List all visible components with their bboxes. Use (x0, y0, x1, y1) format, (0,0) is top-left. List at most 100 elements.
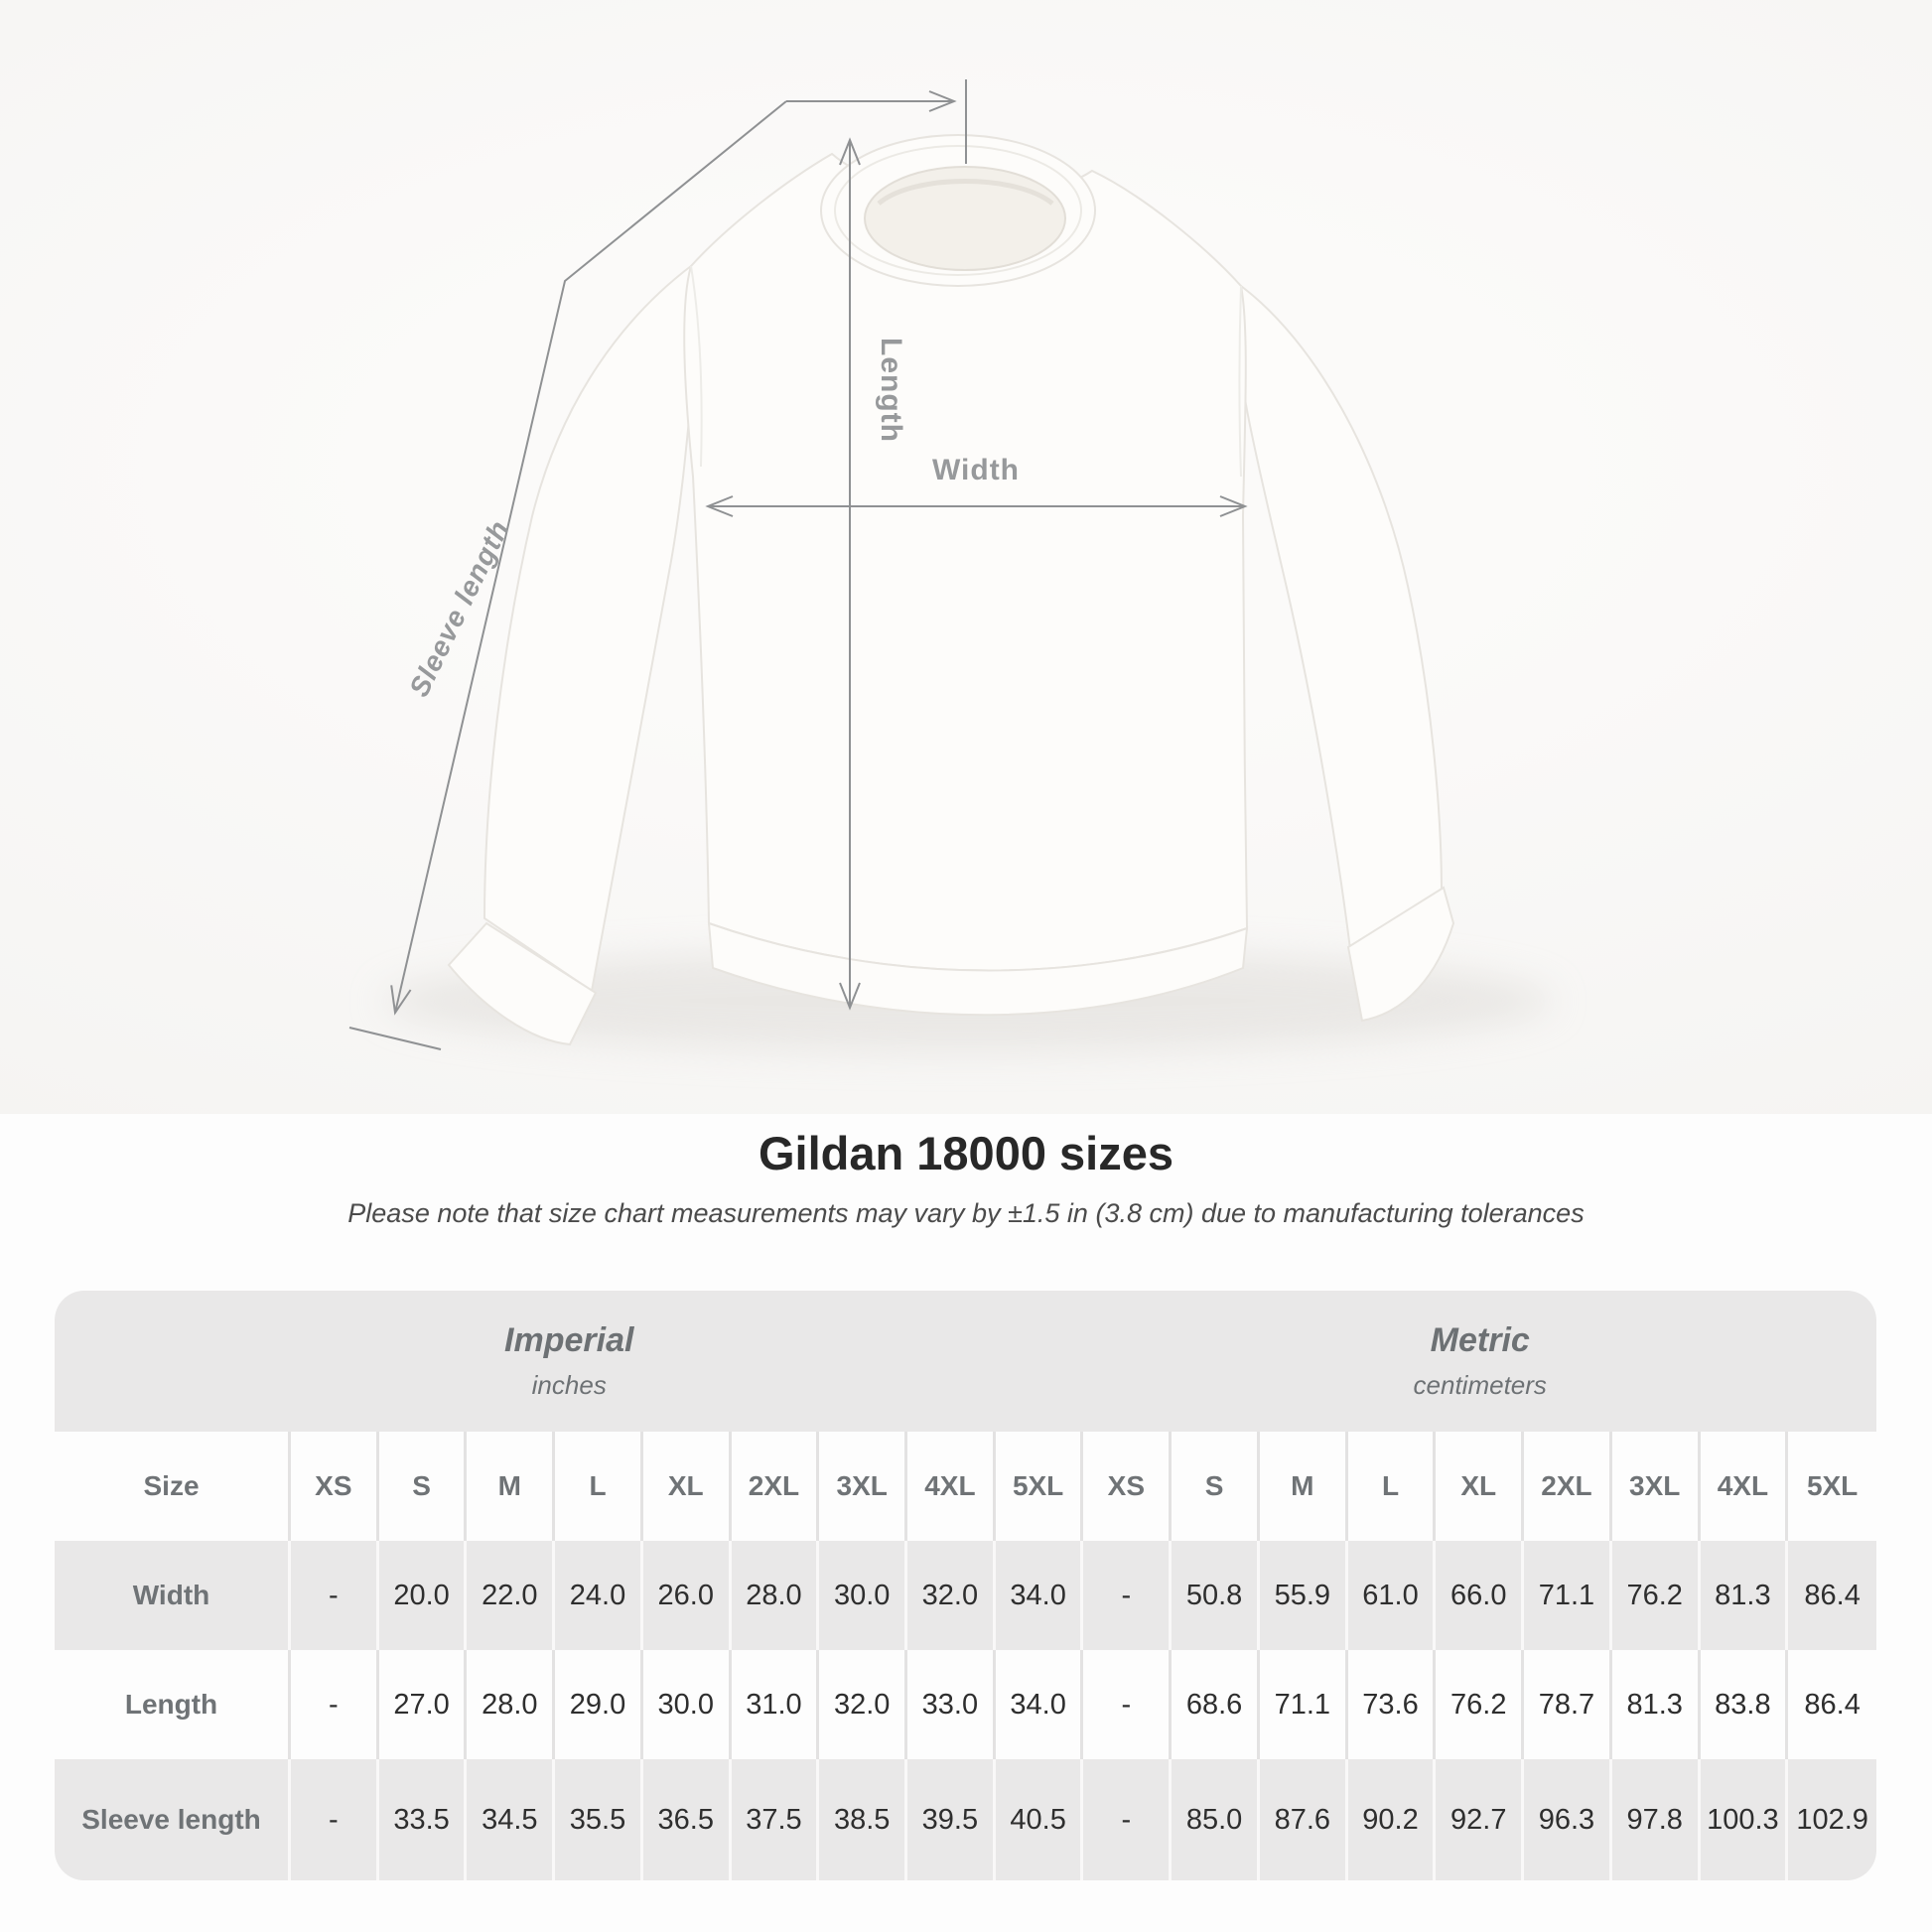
caption: Gildan 18000 sizes Please note that size… (0, 1126, 1932, 1229)
sleeve-arrow-bottom (390, 985, 412, 1016)
size-column-header: Size (55, 1432, 291, 1541)
measurement-cell-metric: 81.3 (1700, 1541, 1789, 1650)
measurement-cell-imperial: 36.5 (642, 1759, 732, 1880)
tolerance-note: Please note that size chart measurements… (347, 1198, 1585, 1228)
measurement-cell-metric: 71.1 (1524, 1541, 1612, 1650)
measurement-cell-metric: 71.1 (1259, 1650, 1348, 1759)
measurement-cell-imperial: 34.5 (467, 1759, 556, 1880)
measurement-cell-metric: 97.8 (1611, 1759, 1701, 1880)
row-label: Length (55, 1650, 291, 1759)
measurement-cell-metric: - (1083, 1759, 1173, 1880)
measurement-cell-imperial: 26.0 (642, 1541, 732, 1650)
measurement-cell-imperial: 28.0 (467, 1650, 556, 1759)
size-header-metric-4xl: 4XL (1700, 1432, 1789, 1541)
row-label: Sleeve length (55, 1759, 291, 1880)
measurement-cell-metric: 76.2 (1611, 1541, 1701, 1650)
size-header-imperial-4xl: 4XL (907, 1432, 996, 1541)
measurement-cell-metric: - (1083, 1650, 1173, 1759)
measurement-cell-imperial: 29.0 (555, 1650, 643, 1759)
measurement-cell-metric: 55.9 (1259, 1541, 1348, 1650)
measurement-cell-imperial: 24.0 (555, 1541, 643, 1650)
measurement-cell-imperial: 32.0 (819, 1650, 908, 1759)
measurement-cell-imperial: 27.0 (378, 1650, 468, 1759)
size-header-metric-s: S (1172, 1432, 1260, 1541)
unit-group-label: Imperial (504, 1321, 634, 1359)
measurement-cell-metric: 87.6 (1259, 1759, 1348, 1880)
measurement-cell-metric: 92.7 (1436, 1759, 1525, 1880)
size-header-metric-xl: XL (1436, 1432, 1525, 1541)
measurement-cell-imperial: 35.5 (555, 1759, 643, 1880)
size-header-metric-xs: XS (1083, 1432, 1173, 1541)
unit-group-sublabel: inches (531, 1370, 607, 1400)
measurement-cell-metric: 78.7 (1524, 1650, 1612, 1759)
length-arrow-bottom (839, 982, 861, 1011)
width-dimension-label: Width (931, 454, 1021, 486)
sleeve-arrow-right (928, 90, 957, 112)
size-header-metric-2xl: 2XL (1524, 1432, 1612, 1541)
page-title: Gildan 18000 sizes (758, 1127, 1174, 1179)
measurement-cell-imperial: 37.5 (731, 1759, 820, 1880)
measurement-cell-metric: 61.0 (1347, 1541, 1437, 1650)
measurement-cell-metric: 81.3 (1611, 1650, 1701, 1759)
right-cuff (1346, 886, 1455, 1023)
right-sleeve (1239, 283, 1444, 951)
measurement-cell-imperial: 34.0 (995, 1541, 1084, 1650)
measurement-cell-metric: 66.0 (1436, 1541, 1525, 1650)
right-sleeve-seam (1238, 285, 1242, 478)
size-header-imperial-5xl: 5XL (995, 1432, 1084, 1541)
measurement-cell-metric: 86.4 (1788, 1650, 1876, 1759)
length-dimension-label: Length (875, 338, 907, 443)
collar-inner-shadow (877, 179, 1054, 206)
size-header-metric-3xl: 3XL (1611, 1432, 1701, 1541)
measurement-cell-metric: 86.4 (1788, 1541, 1876, 1650)
unit-group-metric: Metric centimeters (1083, 1291, 1876, 1432)
size-table: Imperial inches Metric centimeters Size XS S M L… (55, 1291, 1876, 1880)
sweatshirt-diagram (348, 79, 1554, 1052)
size-header-imperial-s: S (378, 1432, 468, 1541)
size-header-imperial-2xl: 2XL (731, 1432, 820, 1541)
size-header-imperial-xl: XL (642, 1432, 732, 1541)
unit-group-sublabel: centimeters (1413, 1370, 1547, 1400)
measurement-cell-metric: 96.3 (1524, 1759, 1612, 1880)
size-header-imperial-xs: XS (291, 1432, 379, 1541)
measurement-cell-imperial: 31.0 (731, 1650, 820, 1759)
width-arrow-left (705, 495, 734, 517)
cuff-end-tick (348, 1027, 442, 1050)
sleeve-diagonal-line (394, 100, 787, 1014)
measurement-cell-imperial: - (291, 1541, 379, 1650)
measurement-cell-imperial: - (291, 1650, 379, 1759)
measurement-cell-imperial: - (291, 1759, 379, 1880)
measurement-cell-metric: 68.6 (1172, 1650, 1260, 1759)
unit-group-label: Metric (1430, 1321, 1530, 1359)
measurement-cell-metric: 102.9 (1788, 1759, 1876, 1880)
product-photo-area: Length Width Sleeve length (0, 0, 1932, 1114)
measurement-cell-imperial: 32.0 (907, 1541, 996, 1650)
measurement-cell-imperial: 22.0 (467, 1541, 556, 1650)
width-arrow-right (1219, 495, 1248, 517)
measurement-cell-metric: 90.2 (1347, 1759, 1437, 1880)
length-arrow-top (839, 137, 861, 166)
measurement-cell-imperial: 39.5 (907, 1759, 996, 1880)
measurement-cell-metric: 100.3 (1700, 1759, 1789, 1880)
collar-opening (864, 166, 1066, 271)
measurement-cell-imperial: 30.0 (642, 1650, 732, 1759)
measurement-cell-imperial: 28.0 (731, 1541, 820, 1650)
collar-seam (834, 145, 1082, 276)
left-sleeve-seam (690, 265, 703, 468)
measurement-cell-imperial: 38.5 (819, 1759, 908, 1880)
sweatshirt-image (447, 134, 1455, 1046)
measurement-cell-metric: 50.8 (1172, 1541, 1260, 1650)
size-header-imperial-3xl: 3XL (819, 1432, 908, 1541)
left-sleeve (483, 264, 695, 993)
size-header-metric-5xl: 5XL (1788, 1432, 1876, 1541)
measurement-cell-imperial: 20.0 (378, 1541, 468, 1650)
measurement-annotations (348, 79, 1248, 1050)
size-header-imperial-l: L (555, 1432, 643, 1541)
measurement-cell-imperial: 30.0 (819, 1541, 908, 1650)
unit-group-imperial: Imperial inches (55, 1291, 1084, 1432)
size-header-metric-m: M (1259, 1432, 1348, 1541)
measurement-cell-metric: 73.6 (1347, 1650, 1437, 1759)
measurement-cell-imperial: 33.5 (378, 1759, 468, 1880)
size-header-metric-l: L (1347, 1432, 1437, 1541)
